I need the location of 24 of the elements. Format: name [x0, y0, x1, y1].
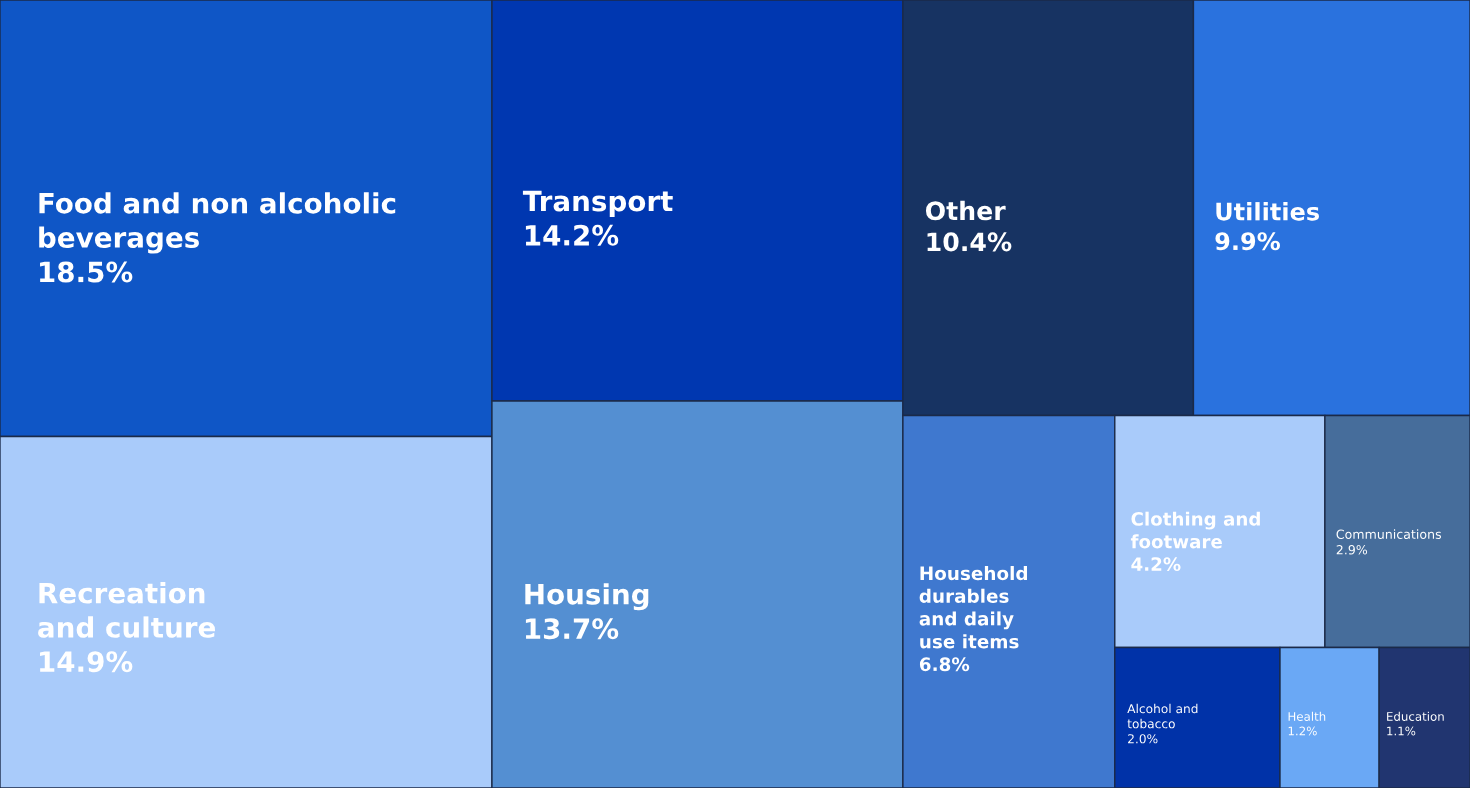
- category-label: Other: [925, 200, 1006, 221]
- data-label: 1.1%: [1387, 726, 1416, 736]
- data-label: 14.9%: [40, 651, 133, 673]
- category-label: Education: [1387, 711, 1444, 721]
- data-label: 10.4%: [927, 232, 1012, 252]
- category-label: Recreation and culture: [38, 582, 215, 638]
- category-label: Transport: [522, 190, 673, 217]
- category-label: Health: [1288, 711, 1326, 721]
- category-label: Clothing and footware: [1130, 511, 1260, 549]
- category-label: Communications: [1336, 529, 1442, 539]
- category-label: Household durables and daily use items: [919, 566, 1028, 649]
- data-label: 13.7%: [525, 618, 619, 640]
- category-label: Utilities: [1216, 202, 1319, 221]
- data-label: 4.2%: [1131, 557, 1181, 571]
- data-label: 6.8%: [919, 657, 970, 672]
- data-label: 14.2%: [525, 224, 619, 246]
- data-label: 2.0%: [1128, 734, 1158, 744]
- category-label: Alcohol and tobacco: [1127, 703, 1198, 729]
- category-label: Food and non alcoholic beverages: [39, 192, 396, 254]
- data-label: 1.2%: [1288, 726, 1317, 736]
- data-label: 2.9%: [1336, 544, 1368, 555]
- category-label: Housing: [525, 583, 649, 611]
- data-label: 9.9%: [1215, 232, 1280, 251]
- data-label: 18.5%: [40, 261, 133, 283]
